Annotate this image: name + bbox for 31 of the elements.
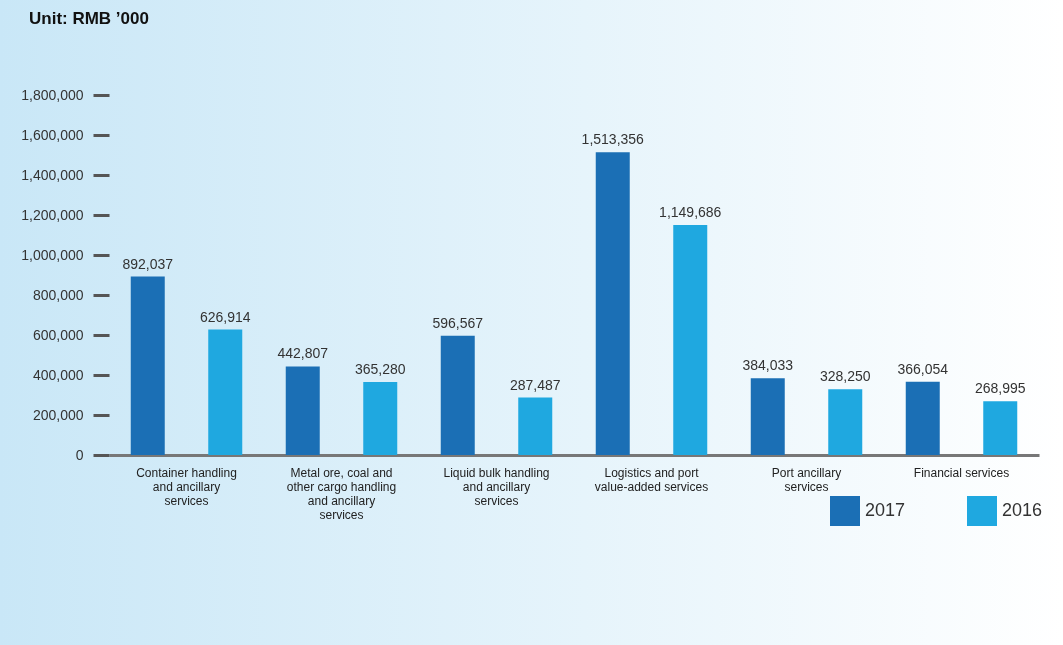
chart-title: Unit: RMB ’000 — [29, 9, 149, 28]
data-label: 384,033 — [742, 357, 794, 374]
y-tick-label: 800,000 — [32, 286, 84, 303]
data-label: 892,037 — [122, 255, 174, 272]
y-tick-label: 200,000 — [32, 406, 84, 423]
data-label: 596,567 — [432, 314, 484, 331]
y-tick-label: 400,000 — [32, 366, 84, 383]
y-tick-label: 1,600,000 — [21, 126, 84, 143]
x-tick-label: Liquid bulk handling and ancillary services — [443, 465, 550, 508]
x-tick-label: Port ancillary services — [771, 465, 842, 494]
x-tick-label: Container handling and ancillary services — [136, 465, 237, 508]
data-label: 1,149,686 — [659, 204, 722, 221]
y-tick-label: 0 — [75, 446, 84, 463]
x-tick-label: Logistics and port value-added services — [594, 465, 709, 494]
data-label: 365,280 — [354, 360, 406, 377]
legend-label: 2016 — [1002, 500, 1043, 520]
data-label: 268,995 — [974, 380, 1026, 397]
y-tick-label: 1,000,000 — [21, 246, 84, 263]
data-label: 626,914 — [199, 308, 251, 325]
data-label: 366,054 — [897, 360, 949, 377]
legend-label: 2017 — [865, 500, 906, 520]
y-tick-label: 1,400,000 — [21, 166, 84, 183]
data-label: 1,513,356 — [581, 131, 645, 148]
x-tick-label: Financial services — [913, 465, 1010, 480]
y-tick-label: 600,000 — [32, 326, 84, 343]
y-tick-label: 1,800,000 — [21, 86, 84, 103]
y-tick-label: 1,200,000 — [21, 206, 84, 223]
data-label: 442,807 — [277, 345, 329, 362]
x-tick-label: Metal ore, coal and other cargo handling and ancillary services — [286, 465, 397, 522]
data-label: 287,487 — [509, 376, 561, 393]
data-label: 328,250 — [819, 368, 871, 385]
